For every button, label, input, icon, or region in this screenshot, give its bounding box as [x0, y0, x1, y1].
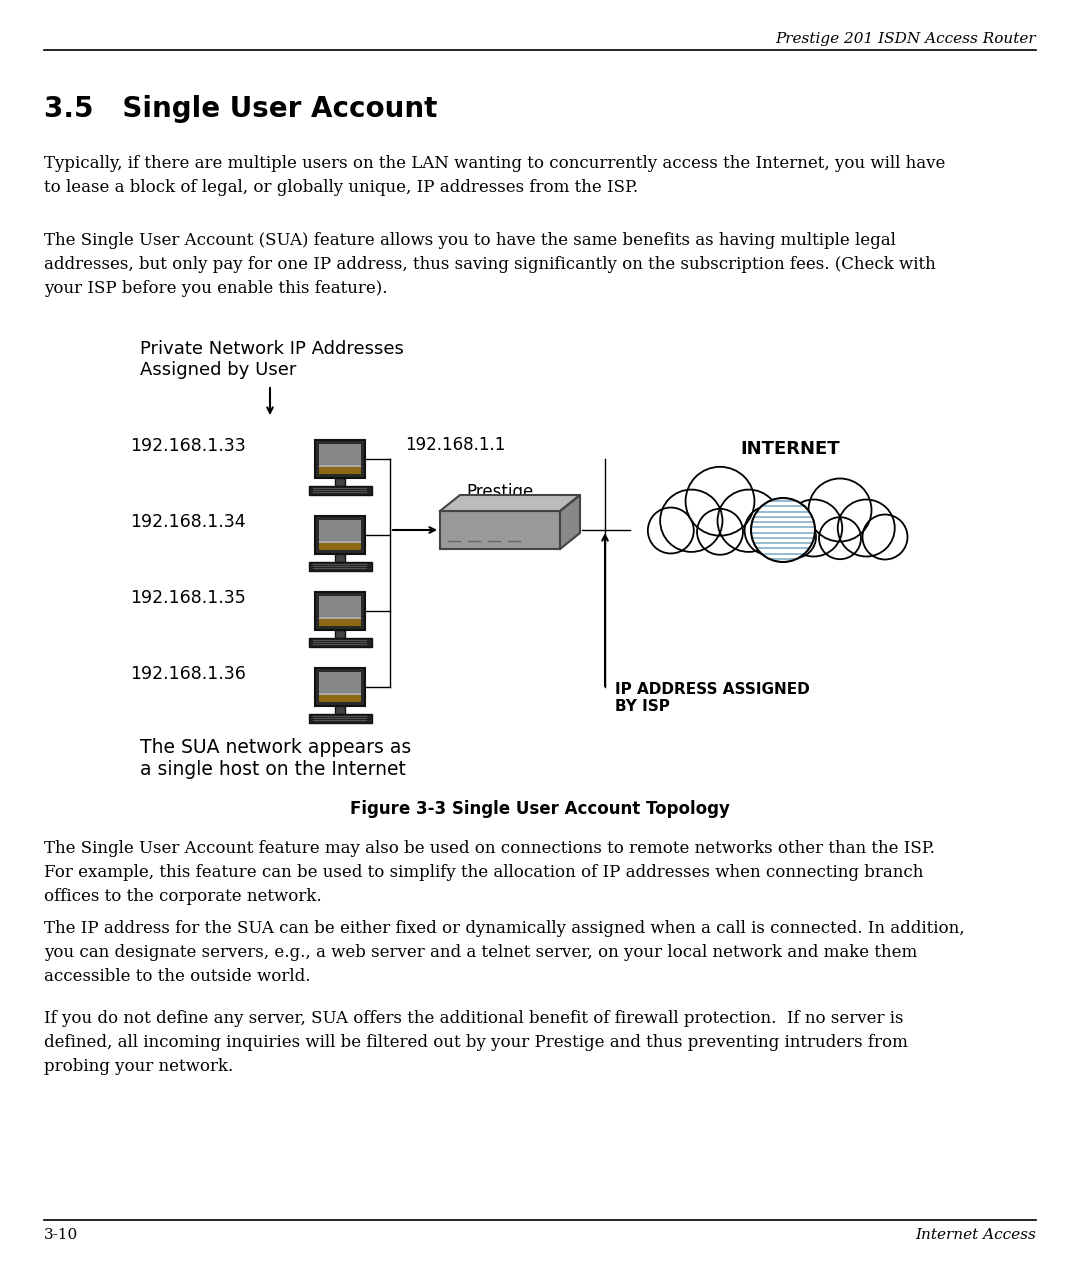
Circle shape [785, 500, 842, 556]
Bar [335, 630, 346, 638]
Circle shape [648, 507, 693, 553]
Text: 192.168.1.35: 192.168.1.35 [130, 589, 246, 607]
Bar [319, 468, 361, 474]
Text: Internet Access: Internet Access [915, 1228, 1036, 1243]
Text: The Single User Account (SUA) feature allows you to have the same benefits as ha: The Single User Account (SUA) feature al… [44, 232, 935, 297]
Bar [314, 516, 365, 553]
Bar [319, 619, 361, 626]
Bar [319, 465, 361, 474]
Circle shape [838, 500, 894, 556]
Circle shape [744, 506, 794, 555]
Bar [314, 439, 365, 478]
Circle shape [863, 515, 907, 560]
Circle shape [697, 509, 743, 555]
Text: Private Network IP Addresses
Assigned by User: Private Network IP Addresses Assigned by… [140, 339, 404, 379]
Polygon shape [440, 494, 580, 511]
Bar [440, 511, 561, 550]
Text: 192.168.1.34: 192.168.1.34 [130, 512, 245, 532]
Text: IP ADDRESS ASSIGNED
BY ISP: IP ADDRESS ASSIGNED BY ISP [615, 681, 810, 715]
Text: 192.168.1.36: 192.168.1.36 [130, 665, 246, 683]
Circle shape [717, 489, 780, 552]
Text: The Single User Account feature may also be used on connections to remote networ: The Single User Account feature may also… [44, 840, 935, 906]
Text: The IP address for the SUA can be either fixed or dynamically assigned when a ca: The IP address for the SUA can be either… [44, 920, 964, 985]
Bar [314, 592, 365, 630]
Circle shape [819, 518, 861, 560]
Text: INTERNET: INTERNET [740, 439, 840, 459]
Text: 192.168.1.1: 192.168.1.1 [405, 436, 505, 453]
Circle shape [809, 479, 872, 542]
Text: 3-10: 3-10 [44, 1228, 78, 1243]
Bar [309, 715, 372, 722]
Bar [335, 478, 346, 487]
Bar [319, 543, 361, 551]
Text: If you do not define any server, SUA offers the additional benefit of firewall p: If you do not define any server, SUA off… [44, 1009, 908, 1075]
Bar [319, 520, 361, 550]
Bar [335, 706, 346, 715]
Text: Prestige
201: Prestige 201 [467, 483, 534, 521]
Text: 192.168.1.33: 192.168.1.33 [130, 437, 246, 455]
Text: Figure 3-3 Single User Account Topology: Figure 3-3 Single User Account Topology [350, 801, 730, 819]
Circle shape [751, 498, 815, 562]
Bar [309, 562, 372, 570]
Circle shape [686, 466, 755, 535]
Bar [319, 445, 361, 474]
Bar [319, 673, 361, 702]
Bar [309, 638, 372, 647]
Bar [314, 667, 365, 706]
Bar [319, 696, 361, 702]
Bar [319, 596, 361, 625]
Bar [319, 541, 361, 550]
Circle shape [774, 516, 816, 559]
Text: Typically, if there are multiple users on the LAN wanting to concurrently access: Typically, if there are multiple users o… [44, 155, 945, 196]
Bar [319, 616, 361, 625]
Polygon shape [561, 494, 580, 550]
Circle shape [660, 489, 723, 552]
Text: The SUA network appears as
a single host on the Internet: The SUA network appears as a single host… [140, 738, 411, 779]
Text: Prestige 201 ISDN Access Router: Prestige 201 ISDN Access Router [775, 32, 1036, 46]
Bar [319, 693, 361, 702]
Bar [335, 553, 346, 562]
Text: 3.5   Single User Account: 3.5 Single User Account [44, 95, 437, 123]
Bar [309, 487, 372, 494]
